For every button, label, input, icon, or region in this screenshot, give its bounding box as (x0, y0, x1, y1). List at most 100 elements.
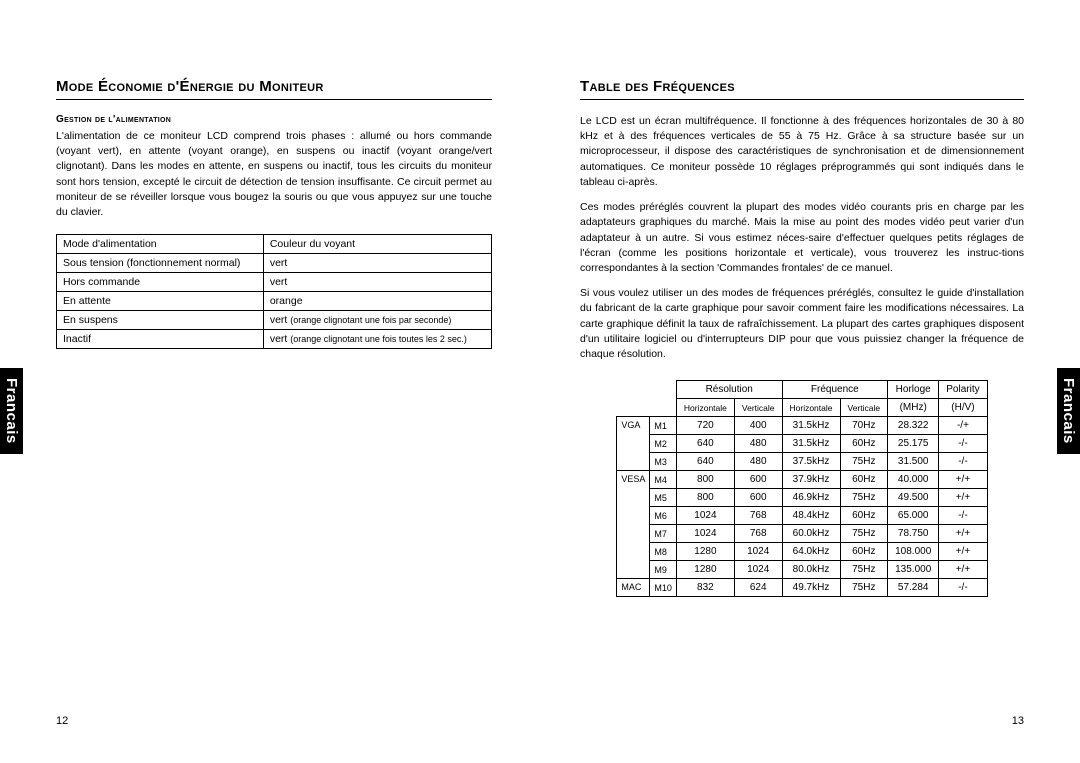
freq-table-group: MAC (617, 579, 650, 597)
freq-table-cell: M6 (650, 507, 677, 525)
freq-table-cell: +/+ (939, 543, 987, 561)
freq-table-cell: 1280 (676, 561, 734, 579)
left-section-title: Mode Économie d'Énergie du Moniteur (56, 78, 492, 100)
power-table-cell: Hors commande (57, 273, 264, 292)
freq-table-cell: +/+ (939, 561, 987, 579)
freq-table-cell: 60Hz (840, 507, 888, 525)
freq-table-cell: M9 (650, 561, 677, 579)
right-para1: Le LCD est un écran multifréquence. Il f… (580, 114, 1024, 190)
freq-table-cell: -/- (939, 579, 987, 597)
freq-table-cell: 600 (734, 471, 782, 489)
page-right: Table des Fréquences Le LCD est un écran… (540, 0, 1080, 763)
freq-table-cell: 40.000 (888, 471, 939, 489)
freq-table-cell: 60.0kHz (782, 525, 840, 543)
freq-table-cell: 768 (734, 525, 782, 543)
freq-table-cell: -/+ (939, 417, 987, 435)
freq-table-cell: M3 (650, 453, 677, 471)
right-section-title: Table des Fréquences (580, 78, 1024, 100)
freq-table-cell: 31.5kHz (782, 435, 840, 453)
freq-table-cell: 800 (676, 471, 734, 489)
power-table-header-cell: Couleur du voyant (263, 235, 491, 254)
freq-table-cell: 64.0kHz (782, 543, 840, 561)
freq-table-cell: M1 (650, 417, 677, 435)
freq-table-cell: 1024 (734, 543, 782, 561)
freq-table-cell: 75Hz (840, 489, 888, 507)
freq-table-cell: 640 (676, 453, 734, 471)
freq-table-cell: 37.9kHz (782, 471, 840, 489)
freq-table-cell: 800 (676, 489, 734, 507)
freq-table-cell: -/- (939, 435, 987, 453)
power-table-cell: vert (orange clignotant une fois toutes … (263, 330, 491, 349)
page-left: Mode Économie d'Énergie du Moniteur Gest… (0, 0, 540, 763)
freq-table-cell: 49.7kHz (782, 579, 840, 597)
freq-table-cell: 75Hz (840, 525, 888, 543)
freq-table-cell: +/+ (939, 525, 987, 543)
freq-table-cell: -/- (939, 453, 987, 471)
freq-table-cell: 1024 (734, 561, 782, 579)
freq-table-cell: 135.000 (888, 561, 939, 579)
power-mode-table: Mode d'alimentationCouleur du voyantSous… (56, 234, 492, 349)
right-para2: Ces modes préréglés couvrent la plupart … (580, 200, 1024, 276)
right-para3: Si vous voulez utiliser un des modes de … (580, 286, 1024, 362)
power-table-cell: vert (263, 254, 491, 273)
freq-table-cell: +/+ (939, 471, 987, 489)
freq-table-cell: 75Hz (840, 561, 888, 579)
freq-table-cell: M2 (650, 435, 677, 453)
freq-table-cell: 600 (734, 489, 782, 507)
power-table-cell: En attente (57, 292, 264, 311)
freq-table-cell: 28.322 (888, 417, 939, 435)
power-table-cell: Inactif (57, 330, 264, 349)
power-table-cell: vert (orange clignotant une fois par sec… (263, 311, 491, 330)
power-table-cell: Sous tension (fonctionnement normal) (57, 254, 264, 273)
freq-table-header: Verticale (840, 399, 888, 417)
freq-table-cell: M5 (650, 489, 677, 507)
freq-table-cell: +/+ (939, 489, 987, 507)
freq-table-cell: 57.284 (888, 579, 939, 597)
freq-table-header: Polarity (939, 381, 987, 399)
freq-table-cell: 640 (676, 435, 734, 453)
freq-table-cell: 768 (734, 507, 782, 525)
freq-table-cell: 65.000 (888, 507, 939, 525)
freq-table-cell: 37.5kHz (782, 453, 840, 471)
freq-table-header: Horizontale (782, 399, 840, 417)
freq-table-cell: 48.4kHz (782, 507, 840, 525)
freq-table-cell: 720 (676, 417, 734, 435)
freq-table-cell: 1280 (676, 543, 734, 561)
freq-table-cell: M7 (650, 525, 677, 543)
freq-table-cell: -/- (939, 507, 987, 525)
freq-table-cell: 108.000 (888, 543, 939, 561)
freq-table-cell: 31.500 (888, 453, 939, 471)
freq-table-cell: M8 (650, 543, 677, 561)
freq-table-cell: 25.175 (888, 435, 939, 453)
left-para1: L'alimentation de ce moniteur LCD compre… (56, 129, 492, 220)
freq-table-cell: 31.5kHz (782, 417, 840, 435)
freq-table-cell: 624 (734, 579, 782, 597)
freq-table-group: VESA (617, 471, 650, 579)
power-table-header-cell: Mode d'alimentation (57, 235, 264, 254)
power-table-cell: En suspens (57, 311, 264, 330)
freq-table-header: Résolution (676, 381, 782, 399)
freq-table-header: (MHz) (888, 399, 939, 417)
freq-table-header: (H/V) (939, 399, 987, 417)
freq-table-header: Horizontale (676, 399, 734, 417)
freq-table-cell: 1024 (676, 507, 734, 525)
frequency-table: RésolutionFréquenceHorlogePolarityHorizo… (616, 380, 987, 597)
freq-table-cell: 400 (734, 417, 782, 435)
freq-table-cell: 75Hz (840, 579, 888, 597)
freq-table-header: Fréquence (782, 381, 888, 399)
freq-table-cell: 80.0kHz (782, 561, 840, 579)
freq-table-cell: 1024 (676, 525, 734, 543)
power-table-cell: orange (263, 292, 491, 311)
freq-table-cell: 480 (734, 453, 782, 471)
freq-table-cell: 46.9kHz (782, 489, 840, 507)
freq-table-cell: 832 (676, 579, 734, 597)
freq-table-cell: 60Hz (840, 435, 888, 453)
freq-table-cell: M4 (650, 471, 677, 489)
freq-table-cell: 480 (734, 435, 782, 453)
freq-table-cell: 49.500 (888, 489, 939, 507)
power-table-cell: vert (263, 273, 491, 292)
freq-table-cell: 60Hz (840, 471, 888, 489)
page-number-left: 12 (56, 715, 68, 727)
freq-table-cell: 78.750 (888, 525, 939, 543)
freq-table-header (617, 381, 677, 417)
